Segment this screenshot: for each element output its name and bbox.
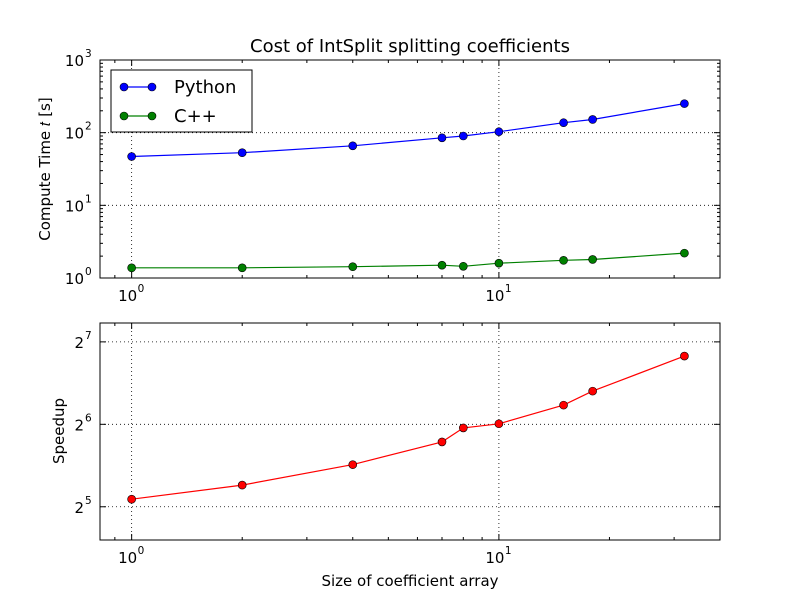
y-tick-label: 10	[65, 197, 84, 215]
data-point-c	[494, 258, 504, 268]
y-tick-label-exponent: 6	[85, 412, 92, 424]
legend-marker	[119, 111, 129, 121]
data-point-c	[437, 260, 447, 270]
data-point-speedup	[559, 400, 568, 410]
data-point-python	[588, 115, 597, 124]
legend-label: Python	[174, 77, 236, 98]
y-tick-label-exponent: 5	[85, 495, 92, 507]
x-axis-label: Size of coefficient array	[321, 572, 498, 590]
data-point-c	[588, 255, 597, 264]
data-point-c	[127, 263, 136, 273]
legend-marker	[119, 82, 129, 92]
data-point-c	[237, 263, 247, 273]
data-point-c	[348, 262, 358, 272]
data-point-speedup	[588, 386, 597, 396]
y-tick-label-exponent: 2	[85, 121, 92, 133]
data-point-c	[559, 256, 568, 265]
data-point-speedup	[494, 419, 504, 429]
y-tick-label: 2	[74, 416, 84, 434]
data-point-python	[437, 133, 447, 143]
data-point-python	[127, 152, 136, 161]
data-point-speedup	[127, 494, 136, 504]
data-point-speedup	[437, 437, 447, 447]
data-point-c	[459, 261, 468, 271]
data-point-python	[459, 131, 468, 141]
x-tick-label-exponent: 1	[505, 545, 512, 557]
data-point-speedup	[237, 480, 247, 490]
axes-frame	[99, 59, 721, 279]
y-tick-label-exponent: 0	[85, 266, 92, 278]
bottom-plot-area: 10 0 10 12 52 62 7	[74, 322, 721, 567]
legend-box	[110, 69, 253, 133]
y-tick-label: 2	[74, 334, 84, 352]
y-tick-label-exponent: 3	[85, 48, 92, 60]
y-tick-label: 10	[65, 125, 84, 143]
series-line-speedup	[131, 355, 685, 500]
x-tick-label: 10	[485, 549, 504, 567]
legend-marker	[147, 82, 157, 92]
data-point-python	[680, 99, 689, 108]
x-tick-label-exponent: 1	[505, 283, 512, 295]
data-point-python	[348, 141, 358, 151]
data-point-speedup	[348, 460, 358, 469]
y-tick-label-exponent: 1	[85, 193, 92, 205]
top-y-axis-label: Compute Time 𝑡 [s]	[36, 97, 54, 240]
legend-label: C++	[174, 106, 217, 127]
legend-marker	[147, 111, 157, 121]
y-tick-label: 10	[65, 52, 84, 70]
x-tick-label: 10	[485, 287, 504, 305]
data-point-speedup	[459, 423, 468, 433]
data-point-python	[237, 148, 247, 158]
bottom-y-axis-label: Speedup	[50, 398, 68, 464]
x-tick-label-exponent: 0	[138, 283, 145, 295]
chart-title: Cost of IntSplit splitting coefficients	[250, 36, 570, 57]
y-tick-label: 10	[65, 270, 84, 288]
data-point-python	[559, 118, 568, 128]
series-line-c	[131, 252, 685, 269]
data-point-python	[494, 127, 504, 137]
x-tick-label-exponent: 0	[138, 545, 145, 557]
y-tick-label-exponent: 7	[85, 330, 92, 342]
x-tick-label: 10	[118, 287, 137, 305]
data-point-c	[680, 248, 689, 258]
data-point-speedup	[680, 351, 689, 361]
y-tick-label: 2	[74, 499, 84, 517]
x-tick-label: 10	[118, 549, 137, 567]
axes-frame	[99, 322, 721, 541]
